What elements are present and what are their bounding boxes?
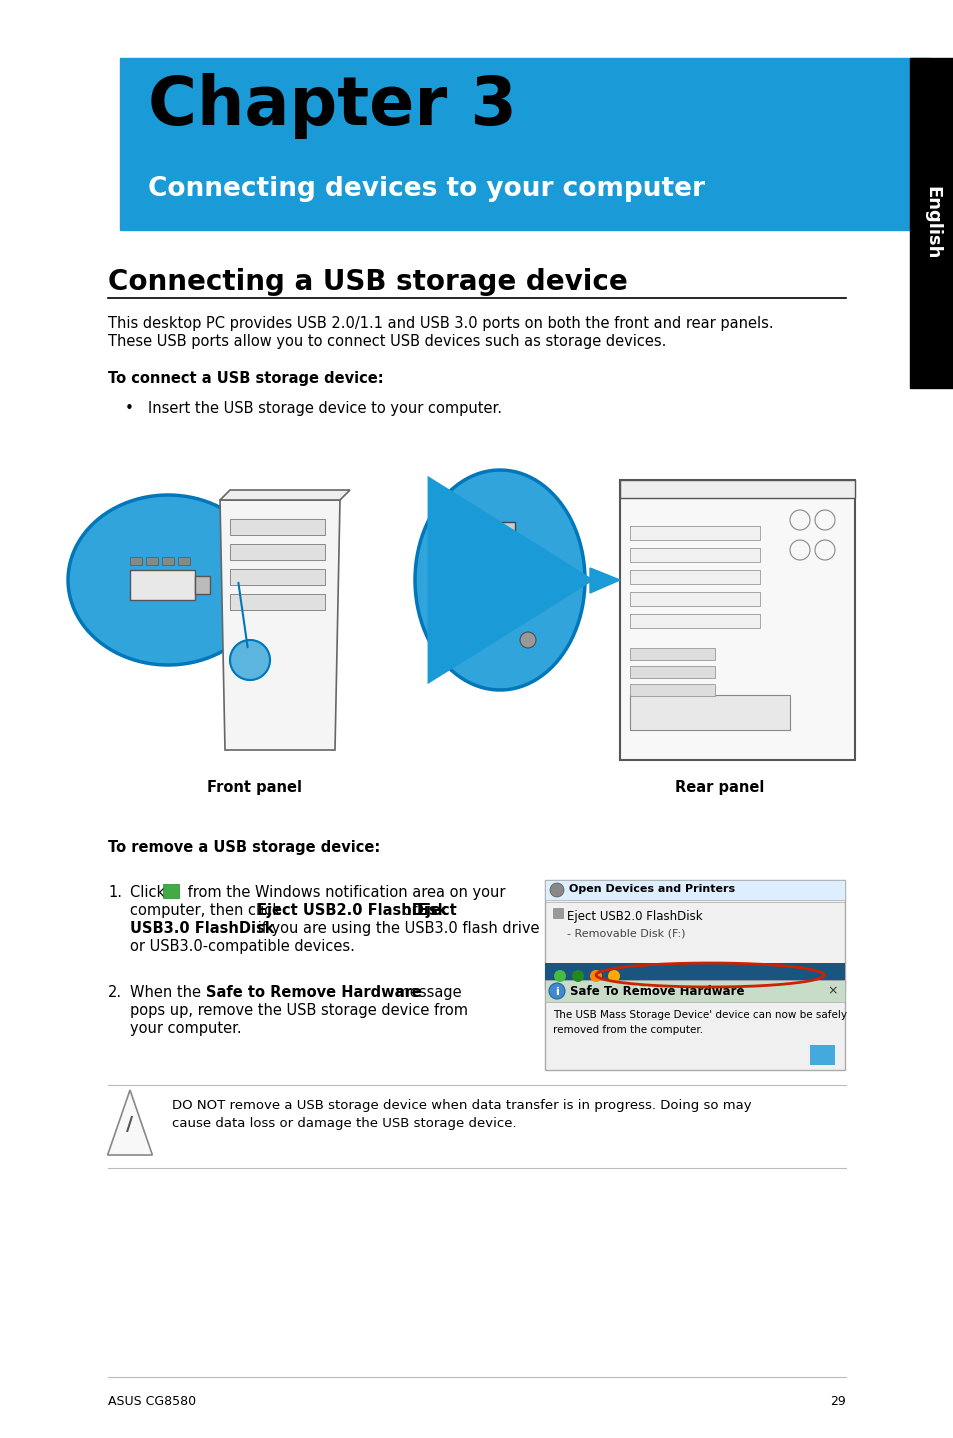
Text: - Removable Disk (F:): - Removable Disk (F:) (566, 928, 685, 938)
Circle shape (519, 631, 536, 649)
Text: 29: 29 (829, 1395, 845, 1408)
Text: Rear panel: Rear panel (675, 779, 764, 795)
Bar (162, 557, 173, 565)
Polygon shape (230, 640, 270, 680)
Text: cause data loss or damage the USB storage device.: cause data loss or damage the USB storag… (172, 1117, 517, 1130)
Text: /: / (127, 1116, 133, 1135)
Text: message: message (391, 985, 461, 999)
Bar (629, 592, 760, 605)
Text: This desktop PC provides USB 2.0/1.1 and USB 3.0 ports on both the front and rea: This desktop PC provides USB 2.0/1.1 and… (108, 316, 773, 331)
Text: 2.: 2. (108, 985, 122, 999)
Text: ×: × (827, 984, 838, 997)
Text: Chapter 3: Chapter 3 (148, 73, 517, 139)
Circle shape (550, 883, 563, 897)
Text: When the: When the (130, 985, 206, 999)
Bar (629, 548, 760, 562)
Bar (467, 522, 515, 541)
Bar (629, 649, 714, 660)
Bar (230, 519, 325, 535)
Text: if you are using the USB3.0 flash drive: if you are using the USB3.0 flash drive (253, 920, 539, 936)
Text: To connect a USB storage device:: To connect a USB storage device: (108, 371, 383, 385)
Text: Connecting a USB storage device: Connecting a USB storage device (108, 267, 627, 296)
Text: USB3.0 FlashDisk: USB3.0 FlashDisk (130, 920, 274, 936)
Bar (194, 577, 210, 594)
Text: Eject USB2.0 FlashDisk: Eject USB2.0 FlashDisk (566, 910, 702, 923)
Text: These USB ports allow you to connect USB devices such as storage devices.: These USB ports allow you to connect USB… (108, 334, 666, 349)
Text: Insert the USB storage device to your computer.: Insert the USB storage device to your co… (148, 401, 501, 416)
Text: Safe to Remove Hardware: Safe to Remove Hardware (206, 985, 421, 999)
Text: Eject USB2.0 FlashDisk: Eject USB2.0 FlashDisk (256, 903, 447, 917)
Polygon shape (415, 470, 584, 690)
Text: Safe To Remove Hardware: Safe To Remove Hardware (569, 985, 743, 998)
Text: i: i (555, 986, 558, 997)
Text: or: or (397, 903, 422, 917)
Bar (178, 557, 190, 565)
Bar (544, 981, 844, 1070)
Text: pops up, remove the USB storage device from: pops up, remove the USB storage device f… (130, 1002, 468, 1018)
Bar (230, 594, 325, 610)
Text: English: English (923, 187, 940, 260)
Text: from the Windows notification area on your: from the Windows notification area on yo… (183, 884, 505, 900)
Bar (619, 480, 854, 761)
Bar (130, 557, 142, 565)
Bar (553, 907, 562, 917)
Text: Connecting devices to your computer: Connecting devices to your computer (148, 175, 704, 201)
Bar (544, 963, 844, 988)
Text: •: • (125, 401, 133, 416)
Polygon shape (108, 1090, 152, 1155)
Bar (629, 684, 714, 696)
Circle shape (607, 971, 619, 982)
Text: Front panel: Front panel (208, 779, 302, 795)
Bar (629, 666, 714, 677)
Circle shape (589, 971, 601, 982)
Bar (629, 526, 760, 541)
Bar (163, 884, 179, 897)
Text: removed from the computer.: removed from the computer. (553, 1025, 702, 1035)
Bar (629, 569, 760, 584)
Text: 1:45: 1:45 (635, 985, 656, 995)
Bar (544, 880, 844, 900)
Polygon shape (220, 500, 339, 751)
Circle shape (554, 971, 565, 982)
Polygon shape (220, 490, 350, 500)
Bar (130, 569, 194, 600)
Text: To remove a USB storage device:: To remove a USB storage device: (108, 840, 380, 856)
Circle shape (548, 984, 564, 999)
Bar (230, 544, 325, 559)
Bar (146, 557, 158, 565)
Bar (467, 603, 501, 615)
Text: Open Devices and Printers: Open Devices and Printers (568, 884, 735, 894)
Circle shape (572, 971, 583, 982)
Bar (619, 480, 854, 498)
Bar (120, 58, 929, 230)
Text: ASUS CG8580: ASUS CG8580 (108, 1395, 196, 1408)
Text: The USB Mass Storage Device' device can now be safely: The USB Mass Storage Device' device can … (553, 1009, 846, 1020)
Text: Eject: Eject (416, 903, 457, 917)
Bar (467, 621, 501, 633)
Polygon shape (589, 568, 619, 592)
Text: or USB3.0-compatible devices.: or USB3.0-compatible devices. (130, 939, 355, 953)
Text: computer, then click: computer, then click (130, 903, 285, 917)
Text: your computer.: your computer. (130, 1021, 241, 1035)
Text: 1.: 1. (108, 884, 122, 900)
Bar (909, 58, 953, 388)
Text: DO NOT remove a USB storage device when data transfer is in progress. Doing so m: DO NOT remove a USB storage device when … (172, 1099, 751, 1112)
Polygon shape (68, 495, 268, 664)
Bar (230, 569, 325, 585)
Text: Click: Click (130, 884, 170, 900)
Bar (544, 981, 844, 1002)
Bar (544, 880, 844, 989)
Bar (467, 552, 515, 569)
Bar (629, 695, 789, 731)
Bar (629, 614, 760, 628)
Bar (809, 1045, 834, 1066)
